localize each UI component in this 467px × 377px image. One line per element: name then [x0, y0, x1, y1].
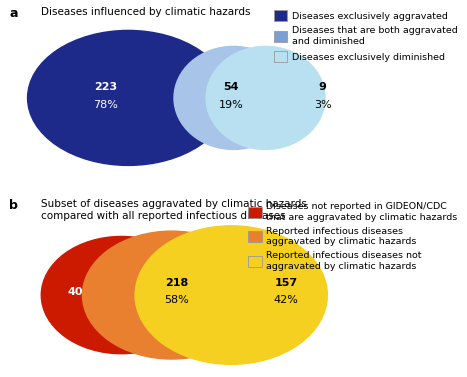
- Ellipse shape: [83, 231, 261, 359]
- Ellipse shape: [174, 46, 293, 149]
- Text: 9: 9: [319, 82, 327, 92]
- Text: a: a: [9, 7, 18, 20]
- Text: b: b: [9, 199, 18, 212]
- Text: Diseases influenced by climatic hazards: Diseases influenced by climatic hazards: [41, 7, 251, 17]
- Text: 218: 218: [165, 277, 188, 288]
- Ellipse shape: [206, 46, 325, 149]
- Ellipse shape: [135, 226, 327, 364]
- Text: 40: 40: [68, 287, 83, 297]
- Legend: Diseases exclusively aggravated, Diseases that are both aggravated
and diminishe: Diseases exclusively aggravated, Disease…: [274, 10, 458, 62]
- Ellipse shape: [41, 236, 201, 354]
- Ellipse shape: [28, 31, 229, 166]
- Text: 157: 157: [275, 277, 297, 288]
- Text: 3%: 3%: [314, 100, 332, 110]
- Text: 42%: 42%: [274, 296, 298, 305]
- Text: 223: 223: [94, 82, 117, 92]
- Legend: Diseases not reported in GIDEON/CDC
that are aggravated by climatic hazards, Rep: Diseases not reported in GIDEON/CDC that…: [248, 202, 458, 271]
- Text: Subset of diseases aggravated by climatic hazards
compared with all reported inf: Subset of diseases aggravated by climati…: [41, 199, 307, 221]
- Text: 54: 54: [224, 82, 239, 92]
- Text: 19%: 19%: [219, 100, 244, 110]
- Text: 58%: 58%: [164, 296, 189, 305]
- Text: 78%: 78%: [93, 100, 118, 110]
